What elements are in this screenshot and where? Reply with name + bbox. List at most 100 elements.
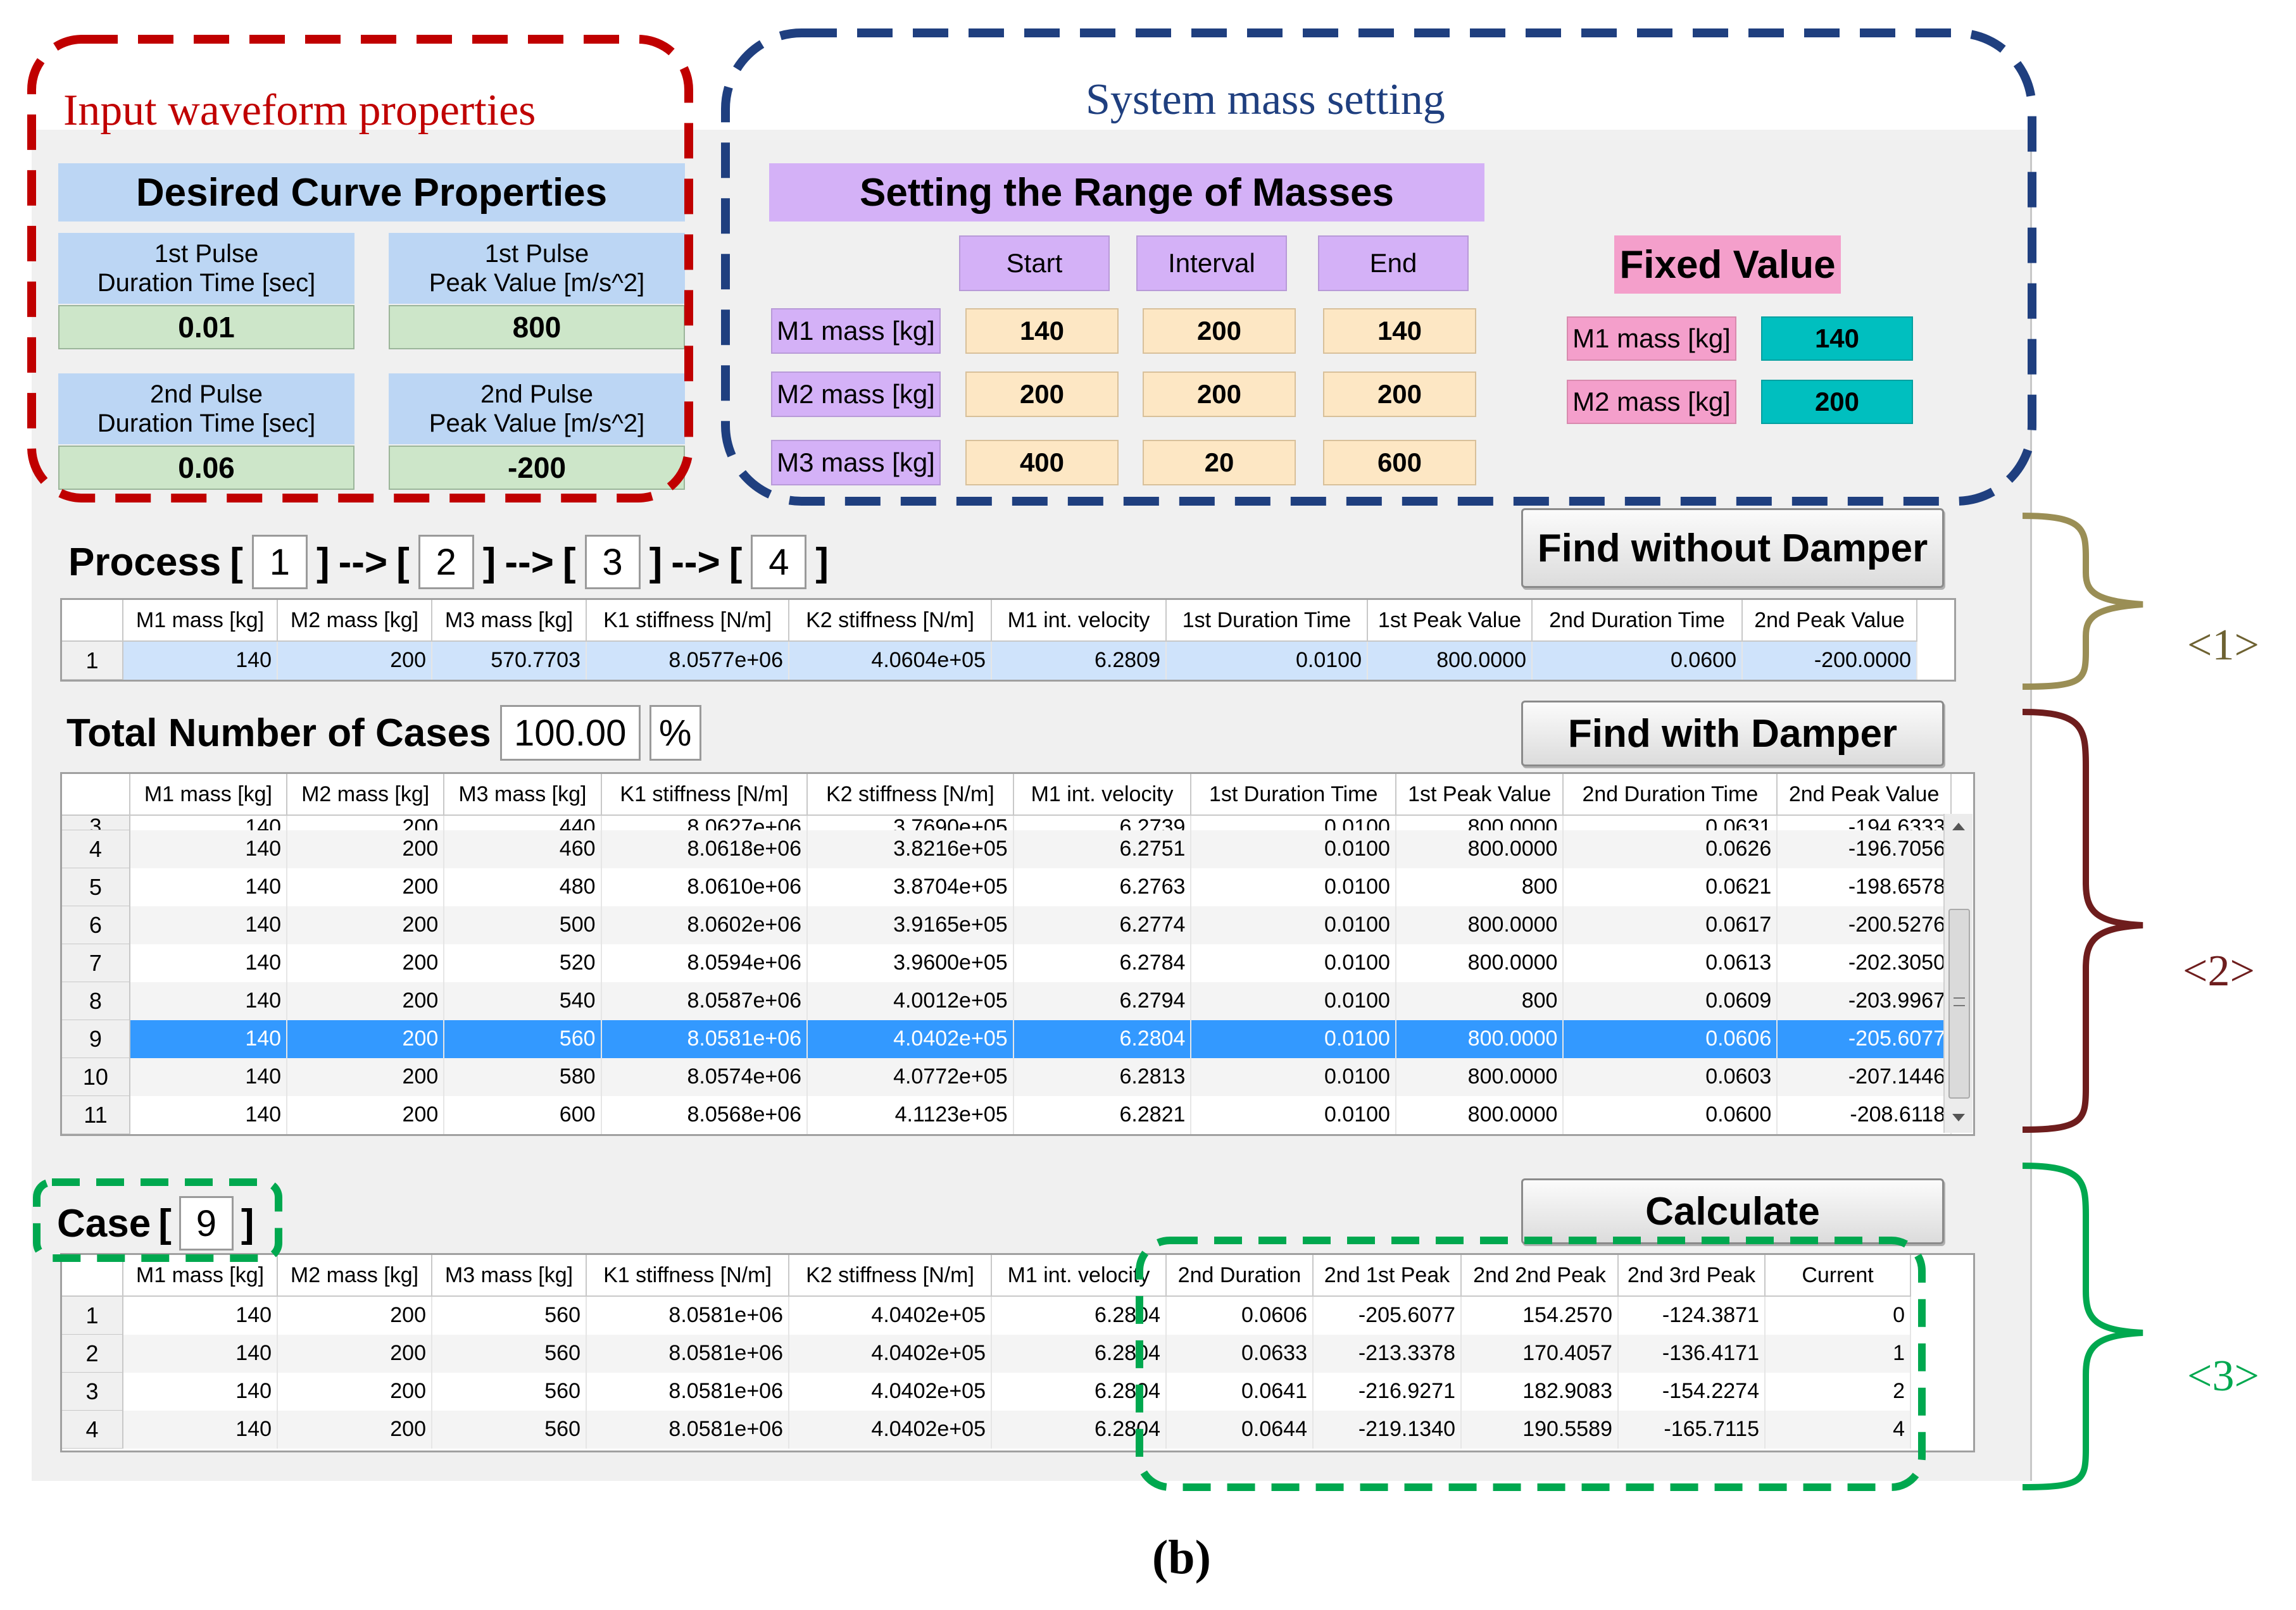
table-cell[interactable]: 560 xyxy=(432,1296,587,1335)
table-cell[interactable]: -205.6077 xyxy=(1313,1296,1462,1335)
table-cell[interactable]: 6.2784 xyxy=(1013,944,1192,982)
mass-range-m3-start[interactable]: 400 xyxy=(965,440,1119,485)
table-cell[interactable]: 140 xyxy=(129,1058,288,1096)
table-cell[interactable]: 0.0600 xyxy=(1532,641,1743,680)
table-cell[interactable]: 800.0000 xyxy=(1395,1095,1564,1134)
table-cell[interactable]: 0.0644 xyxy=(1166,1410,1314,1449)
table-cell[interactable]: 6.2813 xyxy=(1013,1058,1192,1096)
mass-range-m3-end[interactable]: 600 xyxy=(1323,440,1476,485)
table-cell[interactable]: 200 xyxy=(277,1296,432,1335)
table-cell[interactable]: 140 xyxy=(129,1095,288,1134)
table-cell[interactable]: -200.0000 xyxy=(1742,641,1917,680)
table-cell[interactable]: -205.6077 xyxy=(1777,1020,1952,1058)
table-cell[interactable]: -196.7056 xyxy=(1777,830,1952,868)
table-cell[interactable]: 8.0594e+06 xyxy=(601,944,808,982)
table-cell[interactable]: 600 xyxy=(444,1095,602,1134)
table-row[interactable]: 5 140 200 480 8.0610e+06 3.8704e+05 6.27… xyxy=(62,868,1952,906)
column-header[interactable]: 1st Duration Time xyxy=(1191,774,1396,816)
table-cell[interactable]: 140 xyxy=(129,982,288,1020)
table-cell[interactable]: 140 xyxy=(129,830,288,868)
table-cell[interactable]: -136.4171 xyxy=(1618,1334,1766,1373)
table-cell[interactable]: 800.0000 xyxy=(1395,815,1564,830)
table-cell[interactable]: 154.2570 xyxy=(1461,1296,1619,1335)
table-cell[interactable]: 140 xyxy=(129,1020,288,1058)
table-cell[interactable]: 4.0012e+05 xyxy=(807,982,1014,1020)
column-header[interactable]: M1 int. velocity xyxy=(991,1255,1167,1297)
table-cell[interactable]: 8.0581e+06 xyxy=(586,1372,789,1411)
table-cell[interactable]: 200 xyxy=(287,868,445,906)
table-cell[interactable]: 440 xyxy=(444,815,602,830)
table-cell[interactable]: -124.3871 xyxy=(1618,1296,1766,1335)
table-row-partial[interactable]: 3 140 200 440 8.0627e+06 3.7690e+05 6.27… xyxy=(62,815,1952,830)
table-cell[interactable]: 140 xyxy=(129,906,288,944)
column-header[interactable]: M1 int. velocity xyxy=(991,600,1167,642)
table-cell[interactable]: 0.0100 xyxy=(1191,982,1396,1020)
table-cell[interactable]: 6.2804 xyxy=(1013,1020,1192,1058)
table-cell[interactable]: 800.0000 xyxy=(1395,906,1564,944)
table-cell[interactable]: 560 xyxy=(432,1410,587,1449)
table-cell[interactable]: 8.0618e+06 xyxy=(601,830,808,868)
table-cell[interactable]: 800.0000 xyxy=(1395,1058,1564,1096)
table-row[interactable]: 2 140 200 560 8.0581e+06 4.0402e+05 6.28… xyxy=(62,1334,1911,1373)
table-cell[interactable]: -154.2274 xyxy=(1618,1372,1766,1411)
table-cell[interactable]: 560 xyxy=(444,1020,602,1058)
table-cell[interactable]: 0.0613 xyxy=(1563,944,1778,982)
table-cell[interactable]: 4.0402e+05 xyxy=(807,1020,1014,1058)
table-cell[interactable]: 6.2794 xyxy=(1013,982,1192,1020)
table-cell[interactable]: 4.0402e+05 xyxy=(789,1334,992,1373)
table-cell[interactable]: 140 xyxy=(129,868,288,906)
table-cell[interactable]: 200 xyxy=(287,1058,445,1096)
table-row[interactable]: 10 140 200 580 8.0574e+06 4.0772e+05 6.2… xyxy=(62,1058,1952,1096)
table-cell[interactable]: 0.0633 xyxy=(1166,1334,1314,1373)
table-cell[interactable]: 4.1123e+05 xyxy=(807,1095,1014,1134)
column-header[interactable]: M2 mass [kg] xyxy=(277,600,432,642)
table-cell[interactable]: 570.7703 xyxy=(432,641,587,680)
table-cell[interactable]: 200 xyxy=(287,1020,445,1058)
table-row[interactable]: 8 140 200 540 8.0587e+06 4.0012e+05 6.27… xyxy=(62,982,1952,1020)
mass-range-m2-end[interactable]: 200 xyxy=(1323,371,1476,417)
scroll-down-arrow-icon[interactable] xyxy=(1952,1114,1965,1121)
table-cell[interactable]: -200.5276 xyxy=(1777,906,1952,944)
table-cell[interactable]: 0.0617 xyxy=(1563,906,1778,944)
table-cell[interactable]: 460 xyxy=(444,830,602,868)
table-cell[interactable]: 140 xyxy=(123,641,278,680)
table-cell[interactable]: 6.2751 xyxy=(1013,830,1192,868)
table-cell[interactable]: 6.2804 xyxy=(991,1334,1167,1373)
table-cell[interactable]: 4 xyxy=(1765,1410,1911,1449)
table-cell[interactable]: 200 xyxy=(287,982,445,1020)
table-cell[interactable]: 0.0100 xyxy=(1191,1095,1396,1134)
table-cell[interactable]: 0.0600 xyxy=(1563,1095,1778,1134)
table-cell[interactable]: 140 xyxy=(123,1296,278,1335)
table-cell[interactable]: 0.0603 xyxy=(1563,1058,1778,1096)
table-cell[interactable]: -194.6333 xyxy=(1777,815,1952,830)
table-cell[interactable]: 140 xyxy=(123,1410,278,1449)
pulse1-duration-field[interactable]: 0.01 xyxy=(58,305,354,349)
column-header[interactable]: M3 mass [kg] xyxy=(432,600,587,642)
column-header[interactable]: K1 stiffness [N/m] xyxy=(601,774,808,816)
column-header[interactable]: 1st Duration Time xyxy=(1166,600,1368,642)
table-cell[interactable]: 800 xyxy=(1395,868,1564,906)
scrollbar-thumb[interactable] xyxy=(1948,909,1970,1099)
mass-range-m1-interval[interactable]: 200 xyxy=(1143,308,1296,354)
table-cell[interactable]: 190.5589 xyxy=(1461,1410,1619,1449)
table-cell[interactable]: 4.0402e+05 xyxy=(789,1372,992,1411)
table-cell[interactable]: 520 xyxy=(444,944,602,982)
table-row[interactable]: 7 140 200 520 8.0594e+06 3.9600e+05 6.27… xyxy=(62,944,1952,982)
table-scrollbar[interactable] xyxy=(1943,814,1973,1133)
mass-range-m2-start[interactable]: 200 xyxy=(965,371,1119,417)
table-cell[interactable]: 8.0581e+06 xyxy=(586,1296,789,1335)
table-cell[interactable]: -165.7115 xyxy=(1618,1410,1766,1449)
find-with-damper-button[interactable]: Find with Damper xyxy=(1521,701,1944,766)
table-cell[interactable]: 0.0621 xyxy=(1563,868,1778,906)
table-cell[interactable]: 200 xyxy=(287,830,445,868)
table-row[interactable]: 4 140 200 560 8.0581e+06 4.0402e+05 6.28… xyxy=(62,1410,1911,1449)
table-cell[interactable]: 0.0100 xyxy=(1191,1058,1396,1096)
pulse2-peak-field[interactable]: -200 xyxy=(389,446,685,490)
table-cell[interactable]: 0.0100 xyxy=(1191,868,1396,906)
table-cell[interactable]: 200 xyxy=(287,1095,445,1134)
column-header[interactable]: M1 mass [kg] xyxy=(129,774,288,816)
table-cell[interactable]: 6.2809 xyxy=(991,641,1167,680)
column-header[interactable]: K1 stiffness [N/m] xyxy=(586,1255,789,1297)
table-cell[interactable]: 6.2739 xyxy=(1013,815,1192,830)
table-cell[interactable]: -207.1446 xyxy=(1777,1058,1952,1096)
